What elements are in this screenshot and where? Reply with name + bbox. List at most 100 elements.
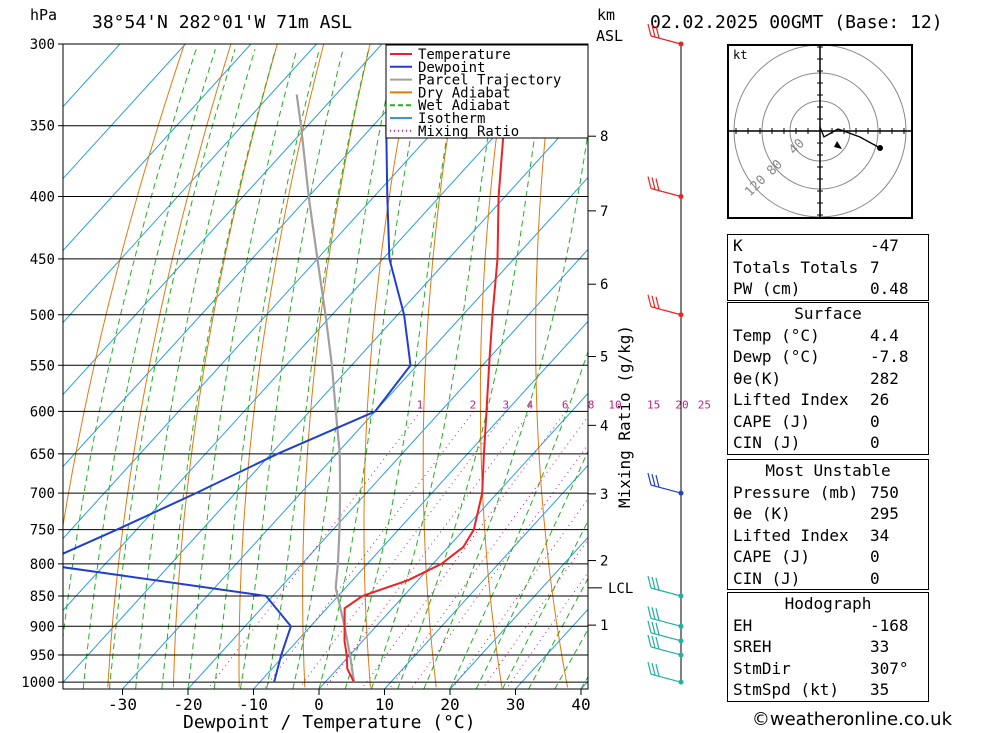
- wind-barb-feather: [651, 635, 656, 649]
- mixing-ratio-line: [389, 415, 588, 688]
- index-label: θe(K): [733, 368, 782, 388]
- wind-barb-feather: [647, 662, 652, 675]
- wet-adiabat-line: [135, 49, 256, 689]
- x-axis-tick-label: 30: [506, 695, 525, 714]
- wind-barb: [647, 606, 682, 627]
- pressure-tick-label: 750: [30, 523, 55, 539]
- lcl-label: LCL: [608, 581, 633, 597]
- km-tick-label: 7: [600, 204, 608, 220]
- index-label: Totals Totals: [733, 257, 859, 277]
- index-value: -168: [870, 615, 909, 635]
- surface-row: CIN (J) 0: [728, 432, 928, 454]
- index-label: CIN (J): [733, 568, 801, 588]
- wet-adiabat-line: [554, 628, 588, 689]
- wet-adiabat-line: [63, 49, 197, 641]
- wet-adiabat-line: [161, 49, 277, 689]
- wet-adiabat-line: [318, 49, 428, 689]
- km-tick-label: 8: [600, 129, 608, 145]
- hodograph-ring-label: 40: [786, 136, 808, 158]
- hodograph-row: StmDir 307°: [728, 658, 928, 680]
- index-label: StmSpd (kt): [733, 680, 839, 699]
- pressure-tick-label: 400: [30, 189, 55, 205]
- plot-frame: [62, 43, 589, 690]
- wet-adiabat-line: [449, 349, 588, 689]
- index-label: EH: [733, 615, 753, 635]
- x-axis-title: Dewpoint / Temperature (°C): [183, 712, 476, 733]
- wet-adiabat-line: [423, 130, 588, 689]
- hodograph-panel: kt 40 80 120: [727, 44, 913, 219]
- wind-barb-feather: [647, 634, 652, 648]
- wind-barb: [647, 294, 682, 316]
- wind-barb-feather: [647, 23, 652, 37]
- isotherm-line: [63, 44, 252, 252]
- wind-barb: [647, 575, 682, 597]
- index-label: CIN (J): [733, 433, 801, 452]
- pressure-tick-label: 600: [30, 404, 55, 420]
- index-value: 0: [870, 433, 880, 452]
- km-tick-label: 6: [600, 277, 608, 293]
- isotherm-line: [63, 104, 588, 684]
- hodograph-trace: [819, 126, 881, 149]
- most-unstable-row: Pressure (mb) 750: [728, 482, 928, 504]
- wind-barb: [647, 662, 682, 683]
- hodograph-endpoint: [877, 145, 883, 151]
- pressure-tick-label: 300: [30, 37, 55, 53]
- index-value: 4.4: [870, 325, 899, 345]
- index-value: -47: [870, 236, 899, 255]
- wind-barb-feather: [655, 636, 660, 650]
- asl-label: ASL: [596, 27, 623, 44]
- hodograph-row: EH -168: [728, 615, 928, 637]
- wind-barb-feather: [647, 620, 652, 633]
- wet-adiabat-line: [292, 49, 397, 689]
- x-axis-tick-label: -10: [239, 695, 268, 714]
- wind-barb-feather: [651, 576, 656, 590]
- wet-adiabat-line: [213, 49, 320, 689]
- x-axis-tick-label: 20: [440, 695, 459, 714]
- wind-barb-shaft: [650, 187, 682, 198]
- most-unstable-row: CAPE (J) 0: [728, 546, 928, 568]
- wind-barb-feather: [651, 621, 656, 634]
- isotherm-line: [712, 44, 720, 689]
- dry-adiabat-line: [173, 44, 278, 688]
- wind-barb-feather: [651, 473, 656, 487]
- wind-barb: [647, 634, 682, 656]
- temperature-line: [343, 44, 531, 683]
- km-tick-label: 4: [600, 418, 608, 434]
- index-value: 26: [870, 390, 890, 409]
- isotherm-line: [253, 320, 588, 689]
- mixing-ratio-label: 2: [470, 398, 477, 411]
- wet-adiabat-line: [344, 49, 463, 689]
- legend-label: Temperature: [418, 47, 511, 63]
- dry-adiabat-line: [238, 44, 325, 688]
- wind-barb-feather: [655, 178, 660, 191]
- pressure-tick-label: 900: [30, 619, 55, 635]
- isotherm-line: [647, 44, 721, 689]
- wind-barb-feather: [651, 607, 656, 620]
- mixing-ratio-label: 25: [698, 398, 711, 411]
- legend-label: Parcel Trajectory: [418, 73, 561, 89]
- mixing-ratio-line: [411, 443, 588, 688]
- km-tick-label: 2: [600, 554, 608, 570]
- wind-barb-feather: [647, 176, 652, 189]
- index-label: CAPE (J): [733, 547, 811, 566]
- header-svg: hPa 38°54'N 282°01'W 71m ASL km ASL 02.0…: [30, 6, 943, 44]
- index-label: Temp (°C): [733, 325, 820, 345]
- index-label: Pressure (mb): [733, 482, 859, 502]
- index-label: K: [733, 236, 743, 255]
- pressure-unit-label: hPa: [30, 6, 57, 24]
- wet-adiabat-line: [528, 577, 588, 689]
- wind-barb-feather: [647, 294, 652, 307]
- wind-barb: [647, 472, 682, 494]
- surface-row: θe(K) 282: [728, 368, 928, 390]
- surface-row: Dewp (°C) -7.8: [728, 346, 928, 368]
- pressure-tick-label: 950: [30, 648, 55, 664]
- indices-top-table: K -47 Totals Totals 7 PW (cm) 0.48: [727, 234, 929, 301]
- isotherm-line: [187, 248, 588, 689]
- index-label: θe (K): [733, 504, 791, 523]
- index-label: PW (cm): [733, 279, 801, 298]
- hodograph-row: StmSpd (kt) 35: [728, 679, 928, 701]
- index-label: CAPE (J): [733, 411, 811, 431]
- wind-barb: [647, 23, 682, 45]
- wind-barb-feather: [647, 575, 652, 589]
- wind-barb-feather: [647, 472, 652, 486]
